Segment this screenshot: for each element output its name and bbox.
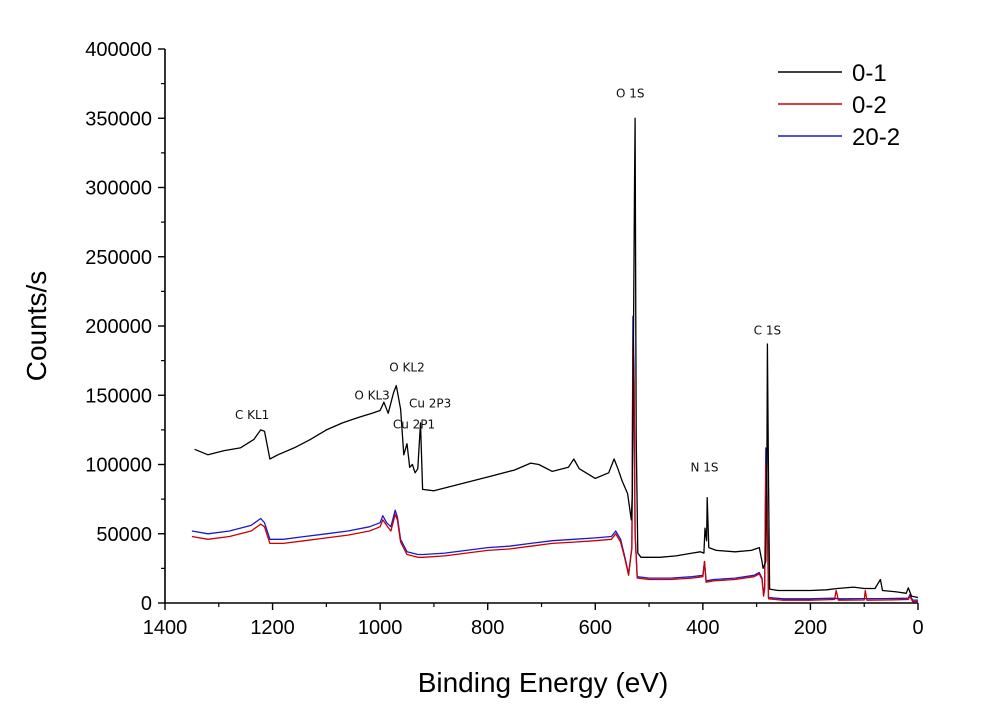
peak-label: C KL1 [235, 408, 269, 422]
x-tick-label: 400 [686, 617, 719, 639]
x-tick-label: 200 [794, 617, 827, 639]
series-line-20-2 [191, 315, 918, 601]
legend-label-20-2: 20-2 [852, 124, 900, 151]
x-tick-label: 1000 [358, 617, 403, 639]
y-tick-label: 0 [141, 593, 152, 615]
y-tick-label: 200000 [85, 316, 152, 338]
y-tick-label: 150000 [85, 385, 152, 407]
legend: 0-1 0-2 20-2 [778, 60, 900, 151]
peak-label: O KL3 [354, 388, 389, 402]
axis-layer: 0 50000 100000 150000 200000 250000 300000 3500… [85, 39, 923, 639]
y-axis-title: Counts/s [21, 271, 52, 382]
x-tick-label: 600 [579, 617, 612, 639]
y-tick-label: 400000 [85, 39, 152, 61]
peak-label: O KL2 [389, 361, 424, 375]
y-tick-label: 50000 [96, 524, 152, 546]
peak-label: C 1S [754, 323, 781, 337]
series-line-0-2 [191, 346, 918, 603]
series-line-0-1 [194, 117, 919, 599]
peak-label: Cu 2P3 [409, 397, 451, 411]
x-tick-label: 1200 [250, 617, 295, 639]
peak-label: O 1S [616, 86, 645, 100]
peak-label: Cu 2P1 [393, 417, 435, 431]
y-tick-label: 300000 [85, 178, 152, 200]
y-tick-label: 250000 [85, 247, 152, 269]
y-tick-label: 350000 [85, 108, 152, 130]
series-layer [191, 117, 919, 603]
peak-label: N 1S [690, 460, 718, 474]
legend-label-0-2: 0-2 [852, 92, 887, 119]
x-tick-label: 800 [471, 617, 504, 639]
legend-label-0-1: 0-1 [852, 60, 887, 87]
x-axis-title: Binding Energy (eV) [418, 667, 669, 698]
x-tick-label: 0 [912, 617, 923, 639]
y-tick-label: 100000 [85, 455, 152, 477]
x-tick-label: 1400 [143, 617, 188, 639]
